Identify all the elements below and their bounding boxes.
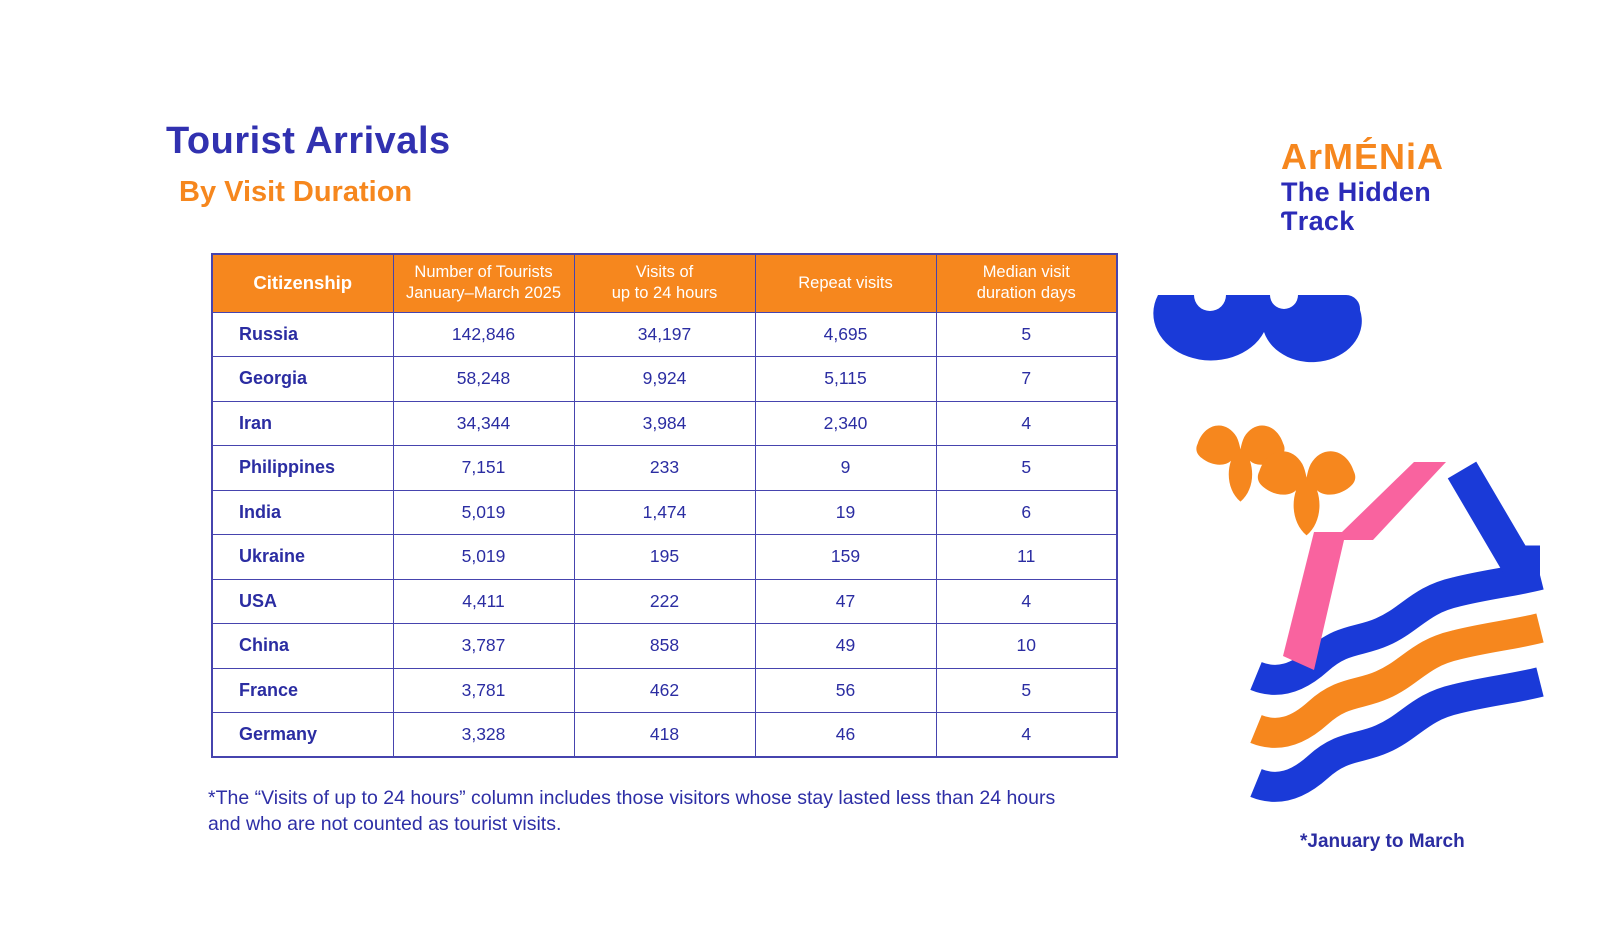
table-row: India 5,019 1,474 19 6 bbox=[211, 489, 1118, 535]
page-subtitle: By Visit Duration bbox=[179, 176, 413, 208]
table-header-row: Citizenship Number of Tourists January–M… bbox=[211, 253, 1118, 312]
wave-stripe-blue-top bbox=[1250, 560, 1544, 695]
cell-tourists: 3,781 bbox=[392, 667, 575, 713]
cell-visits-24h: 195 bbox=[573, 534, 756, 580]
cell-median-days: 10 bbox=[935, 623, 1118, 669]
brand-tagline-line2: Ƭrack bbox=[1281, 206, 1355, 236]
decorative-illustration bbox=[1153, 294, 1544, 802]
mountain-trail-pink bbox=[1283, 462, 1446, 670]
cell-country: China bbox=[211, 623, 394, 669]
cell-repeat-visits: 46 bbox=[754, 712, 937, 758]
cell-repeat-visits: 19 bbox=[754, 489, 937, 535]
cell-repeat-visits: 5,115 bbox=[754, 356, 937, 402]
brand-logo: ArMÉNiA The Hidden Ƭrack bbox=[1281, 136, 1444, 236]
period-note: *January to March bbox=[1300, 831, 1465, 852]
cell-tourists: 4,411 bbox=[392, 578, 575, 624]
cell-repeat-visits: 4,695 bbox=[754, 311, 937, 357]
wave-stripe-blue-bottom bbox=[1250, 667, 1544, 802]
cell-country: Russia bbox=[211, 311, 394, 357]
tourist-arrivals-table: Citizenship Number of Tourists January–M… bbox=[211, 253, 1118, 758]
cell-country: India bbox=[211, 489, 394, 535]
cell-repeat-visits: 56 bbox=[754, 667, 937, 713]
cell-median-days: 6 bbox=[935, 489, 1118, 535]
cell-repeat-visits: 9 bbox=[754, 445, 937, 491]
cell-visits-24h: 9,924 bbox=[573, 356, 756, 402]
cell-tourists: 5,019 bbox=[392, 534, 575, 580]
column-header-visits-24h: Visits of up to 24 hours bbox=[573, 253, 756, 312]
column-header-median-days: Median visit duration days bbox=[935, 253, 1118, 312]
cell-tourists: 3,787 bbox=[392, 623, 575, 669]
bird-icon bbox=[1257, 451, 1356, 536]
cell-tourists: 3,328 bbox=[392, 712, 575, 758]
cell-median-days: 7 bbox=[935, 356, 1118, 402]
cell-visits-24h: 858 bbox=[573, 623, 756, 669]
cell-visits-24h: 462 bbox=[573, 667, 756, 713]
cell-median-days: 5 bbox=[935, 667, 1118, 713]
column-header-repeat-visits: Repeat visits bbox=[754, 253, 937, 312]
table-row: China 3,787 858 49 10 bbox=[211, 623, 1118, 669]
cell-median-days: 4 bbox=[935, 578, 1118, 624]
cell-tourists: 58,248 bbox=[392, 356, 575, 402]
cell-repeat-visits: 159 bbox=[754, 534, 937, 580]
bird-icon bbox=[1196, 425, 1285, 502]
table-row: Georgia 58,248 9,924 5,115 7 bbox=[211, 356, 1118, 402]
cell-visits-24h: 1,474 bbox=[573, 489, 756, 535]
column-header-tourists: Number of Tourists January–March 2025 bbox=[392, 253, 575, 312]
brand-tagline-line1: The Hidden bbox=[1281, 177, 1431, 207]
cell-visits-24h: 3,984 bbox=[573, 400, 756, 446]
table-row: Philippines 7,151 233 9 5 bbox=[211, 445, 1118, 491]
brand-name: ArMÉNiA bbox=[1281, 136, 1445, 177]
cell-tourists: 34,344 bbox=[392, 400, 575, 446]
cell-country: Ukraine bbox=[211, 534, 394, 580]
cell-visits-24h: 418 bbox=[573, 712, 756, 758]
cell-tourists: 142,846 bbox=[392, 311, 575, 357]
cell-country: Philippines bbox=[211, 445, 394, 491]
cell-country: Georgia bbox=[211, 356, 394, 402]
wave-stripe-orange bbox=[1250, 613, 1544, 748]
cell-visits-24h: 222 bbox=[573, 578, 756, 624]
cell-repeat-visits: 2,340 bbox=[754, 400, 937, 446]
cell-median-days: 5 bbox=[935, 311, 1118, 357]
cell-country: Iran bbox=[211, 400, 394, 446]
column-header-citizenship: Citizenship bbox=[211, 253, 394, 312]
cell-median-days: 4 bbox=[935, 712, 1118, 758]
cell-median-days: 11 bbox=[935, 534, 1118, 580]
cell-visits-24h: 34,197 bbox=[573, 311, 756, 357]
cell-repeat-visits: 47 bbox=[754, 578, 937, 624]
cell-country: France bbox=[211, 667, 394, 713]
table-row: Russia 142,846 34,197 4,695 5 bbox=[211, 311, 1118, 357]
cell-median-days: 5 bbox=[935, 445, 1118, 491]
cell-country: Germany bbox=[211, 712, 394, 758]
table-row: USA 4,411 222 47 4 bbox=[211, 578, 1118, 624]
cell-tourists: 5,019 bbox=[392, 489, 575, 535]
mountain-ridge-blue bbox=[1447, 461, 1540, 579]
table-row: Germany 3,328 418 46 4 bbox=[211, 712, 1118, 758]
cell-median-days: 4 bbox=[935, 400, 1118, 446]
footnote: *The “Visits of up to 24 hours” column i… bbox=[208, 787, 1056, 835]
cell-tourists: 7,151 bbox=[392, 445, 575, 491]
cell-country: USA bbox=[211, 578, 394, 624]
cell-visits-24h: 233 bbox=[573, 445, 756, 491]
page-title: Tourist Arrivals bbox=[166, 120, 451, 162]
table-row: Ukraine 5,019 195 159 11 bbox=[211, 534, 1118, 580]
table-row: France 3,781 462 56 5 bbox=[211, 667, 1118, 713]
cloud-wave-shape bbox=[1153, 294, 1362, 363]
cell-repeat-visits: 49 bbox=[754, 623, 937, 669]
table-row: Iran 34,344 3,984 2,340 4 bbox=[211, 400, 1118, 446]
